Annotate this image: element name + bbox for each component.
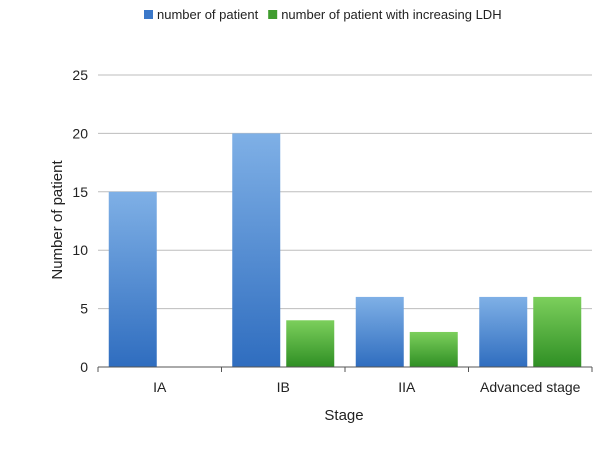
legend-label-0: number of patient xyxy=(157,7,259,22)
bar-s1-1 xyxy=(286,320,335,367)
axes: 0 5 10 15 20 25 IA IB IIA Advanced stage xyxy=(72,67,593,395)
y-tick-label-10: 10 xyxy=(72,242,88,258)
x-tick-label-1: IB xyxy=(277,379,290,395)
bar-s0-1 xyxy=(232,133,281,367)
y-tick-label-25: 25 xyxy=(72,67,88,83)
legend: number of patient number of patient with … xyxy=(144,7,502,22)
y-tick-label-0: 0 xyxy=(80,359,88,375)
y-tick-label-15: 15 xyxy=(72,184,88,200)
legend-label-1: number of patient with increasing LDH xyxy=(281,7,501,22)
y-axis-title: Number of patient xyxy=(49,160,66,280)
x-axis-title: Stage xyxy=(324,407,363,424)
legend-swatch-0 xyxy=(144,10,153,19)
y-tick-label-5: 5 xyxy=(80,301,88,317)
bar-s0-3 xyxy=(479,296,528,367)
legend-swatch-1 xyxy=(268,10,278,19)
bar-s0-2 xyxy=(355,296,404,367)
bars xyxy=(108,133,582,367)
bar-s0-0 xyxy=(108,191,157,367)
x-tick-label-0: IA xyxy=(153,379,167,395)
x-tick-label-3: Advanced stage xyxy=(480,379,581,395)
x-tick-label-2: IIA xyxy=(398,379,416,395)
bar-s1-3 xyxy=(533,296,582,367)
bar-s1-2 xyxy=(409,331,458,367)
grid xyxy=(98,74,592,310)
y-tick-label-20: 20 xyxy=(72,125,88,141)
